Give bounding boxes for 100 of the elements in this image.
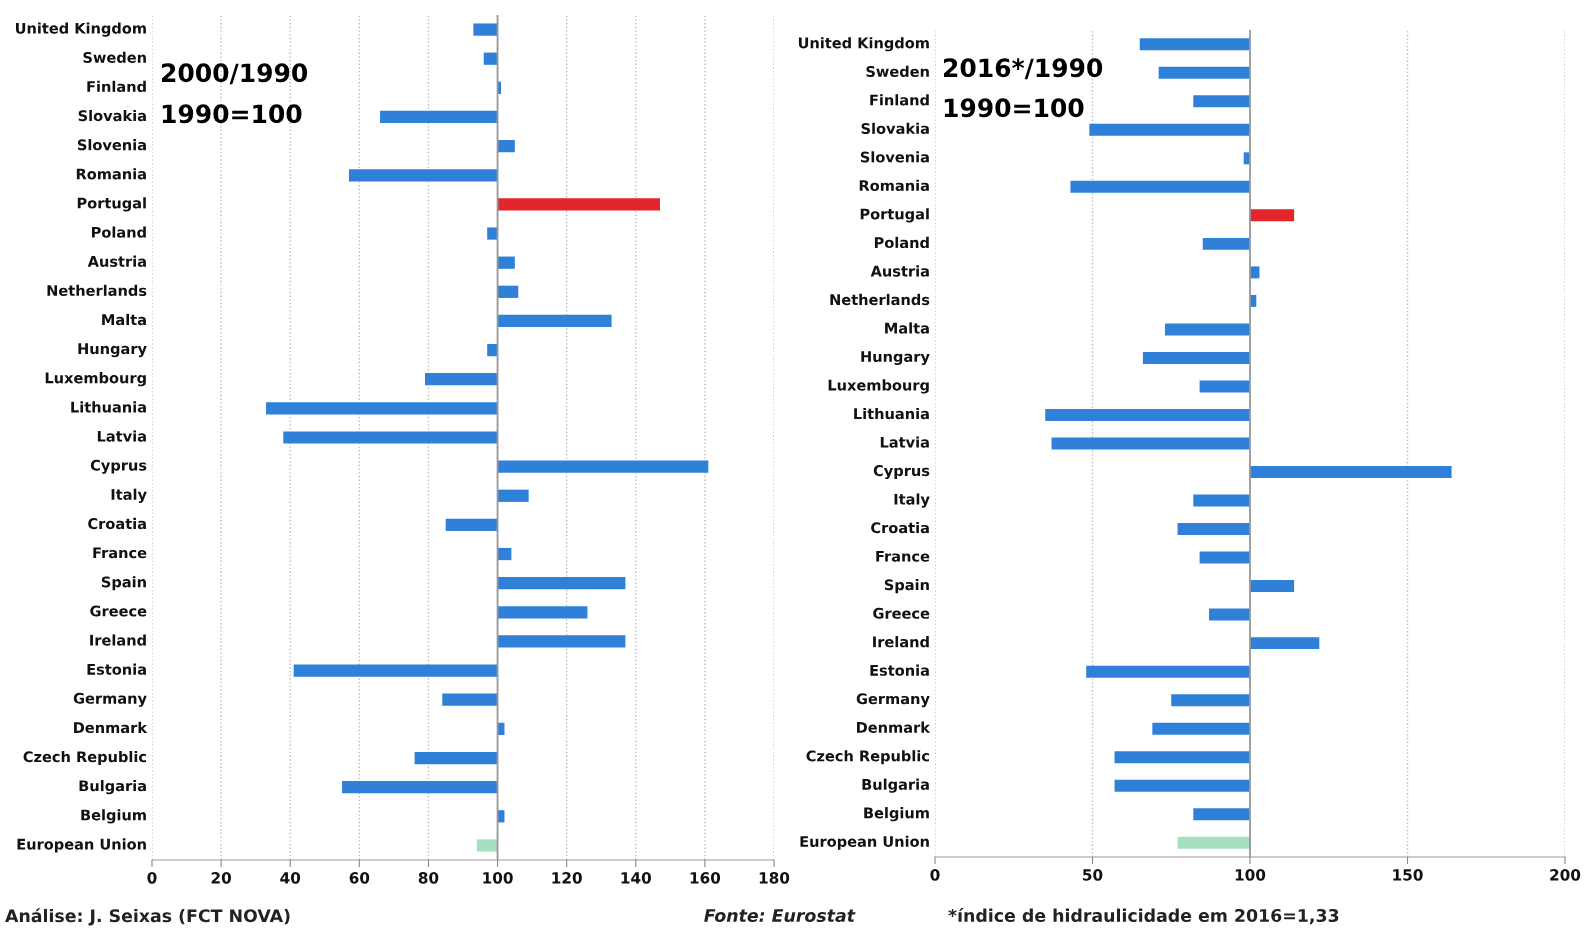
bar [1045, 408, 1250, 421]
bar [497, 285, 519, 298]
y-tick-label: France [93, 547, 147, 559]
x-tick-label: 80 [418, 872, 439, 884]
y-tick-label: Hungary [78, 343, 147, 358]
bar [1250, 209, 1295, 222]
x-tick-label: 140 [621, 872, 651, 884]
y-tick-label: Latvia [880, 436, 929, 448]
bar [1209, 608, 1250, 621]
y-tick-label: Romania [76, 168, 146, 180]
bar [473, 23, 498, 36]
bar [1250, 466, 1452, 479]
y-tick-label: Poland [874, 236, 929, 249]
y-tick-label: Sweden [866, 65, 929, 78]
x-tick-label: 0 [930, 869, 940, 881]
bar [1199, 380, 1250, 393]
y-tick-label: Lithuania [71, 401, 146, 413]
y-tick-label: Greece [90, 605, 147, 617]
y-tick-label: Hungary [861, 351, 930, 366]
text: 2016*/1990 [943, 58, 1103, 80]
bar [483, 52, 498, 65]
bar [497, 314, 612, 328]
text: 2000/1990 [161, 63, 308, 85]
y-tick-label: Poland [91, 226, 146, 238]
bar [293, 664, 498, 677]
y-tick-label: United Kingdom [15, 22, 146, 37]
x-tick-label: 150 [1393, 869, 1423, 881]
y-tick-label: Latvia [97, 430, 146, 442]
y-tick-label: Germany [856, 693, 930, 708]
text: *índice de hidraulicidade em 2016=1,33 [948, 907, 1339, 925]
x-tick-label: 40 [280, 872, 301, 884]
y-tick-label: France [876, 550, 930, 562]
y-tick-label: Portugal [77, 197, 146, 212]
bar [1139, 38, 1250, 51]
y-tick-label: Denmark [856, 721, 931, 733]
source-note: Fonte: Eurostat [704, 909, 856, 923]
y-tick-label: Italy [111, 488, 147, 503]
bar [497, 547, 512, 561]
bar [1114, 779, 1250, 792]
bar [1199, 551, 1250, 564]
y-tick-label: Spain [101, 576, 146, 591]
y-tick-label: Malta [102, 313, 146, 326]
y-tick-label: Czech Republic [806, 750, 929, 765]
bar [1202, 237, 1250, 250]
bar [497, 489, 529, 502]
x-tick-label: 180 [759, 872, 790, 884]
y-tick-label: Ireland [90, 634, 146, 646]
bar [266, 402, 498, 415]
x-tick-label: 100 [1235, 869, 1266, 881]
x-tick-label: 100 [483, 872, 513, 884]
bar [283, 431, 498, 444]
bar [497, 460, 709, 473]
y-tick-label: Estonia [870, 664, 929, 676]
y-tick-label: Netherlands [47, 284, 147, 297]
y-tick-label: Bulgaria [862, 778, 929, 793]
x-tick-label: 50 [1083, 869, 1103, 881]
y-tick-label: Slovenia [860, 151, 929, 163]
y-tick-label: Finland [870, 94, 929, 106]
y-tick-label: Slovakia [78, 109, 146, 122]
bar [1177, 836, 1250, 849]
bar [445, 518, 498, 532]
bar [348, 169, 498, 182]
bar [1193, 95, 1250, 108]
y-tick-label: Czech Republic [23, 750, 147, 766]
bar [424, 373, 498, 386]
y-tick-label: Denmark [74, 721, 148, 734]
y-tick-label: Belgium [864, 807, 929, 822]
bar [487, 343, 498, 357]
y-tick-label: United Kingdom [798, 37, 929, 52]
bar [1250, 580, 1295, 593]
y-tick-label: Netherlands [830, 293, 930, 306]
bar [1114, 751, 1250, 764]
y-tick-label: Cyprus [873, 465, 930, 480]
y-tick-label: Slovakia [861, 122, 929, 135]
x-tick-label: 20 [211, 872, 232, 884]
x-tick-label: 200 [1550, 869, 1581, 881]
bar [380, 110, 498, 124]
text: 1990=100 [944, 98, 1084, 118]
y-tick-label: Italy [894, 493, 930, 508]
bar [1177, 523, 1250, 536]
bar [497, 140, 515, 153]
y-tick-label: Austria [87, 255, 146, 267]
x-tick-label: 160 [690, 872, 721, 884]
bar [497, 256, 515, 269]
y-tick-label: Croatia [871, 521, 929, 534]
bar [497, 198, 660, 211]
y-tick-label: Bulgaria [79, 780, 146, 795]
y-tick-label: Belgium [81, 809, 146, 824]
bar [1086, 665, 1250, 678]
bar [442, 693, 498, 706]
bar [1158, 66, 1250, 79]
x-tick-label: 0 [147, 872, 157, 884]
y-tick-label: European Union [17, 838, 146, 853]
bar [1171, 694, 1250, 707]
bar [342, 781, 498, 794]
x-tick-label: 120 [552, 872, 582, 884]
y-tick-label: Ireland [873, 636, 929, 648]
y-tick-label: European Union [800, 835, 929, 850]
bar [497, 606, 588, 619]
bar [1089, 123, 1250, 136]
